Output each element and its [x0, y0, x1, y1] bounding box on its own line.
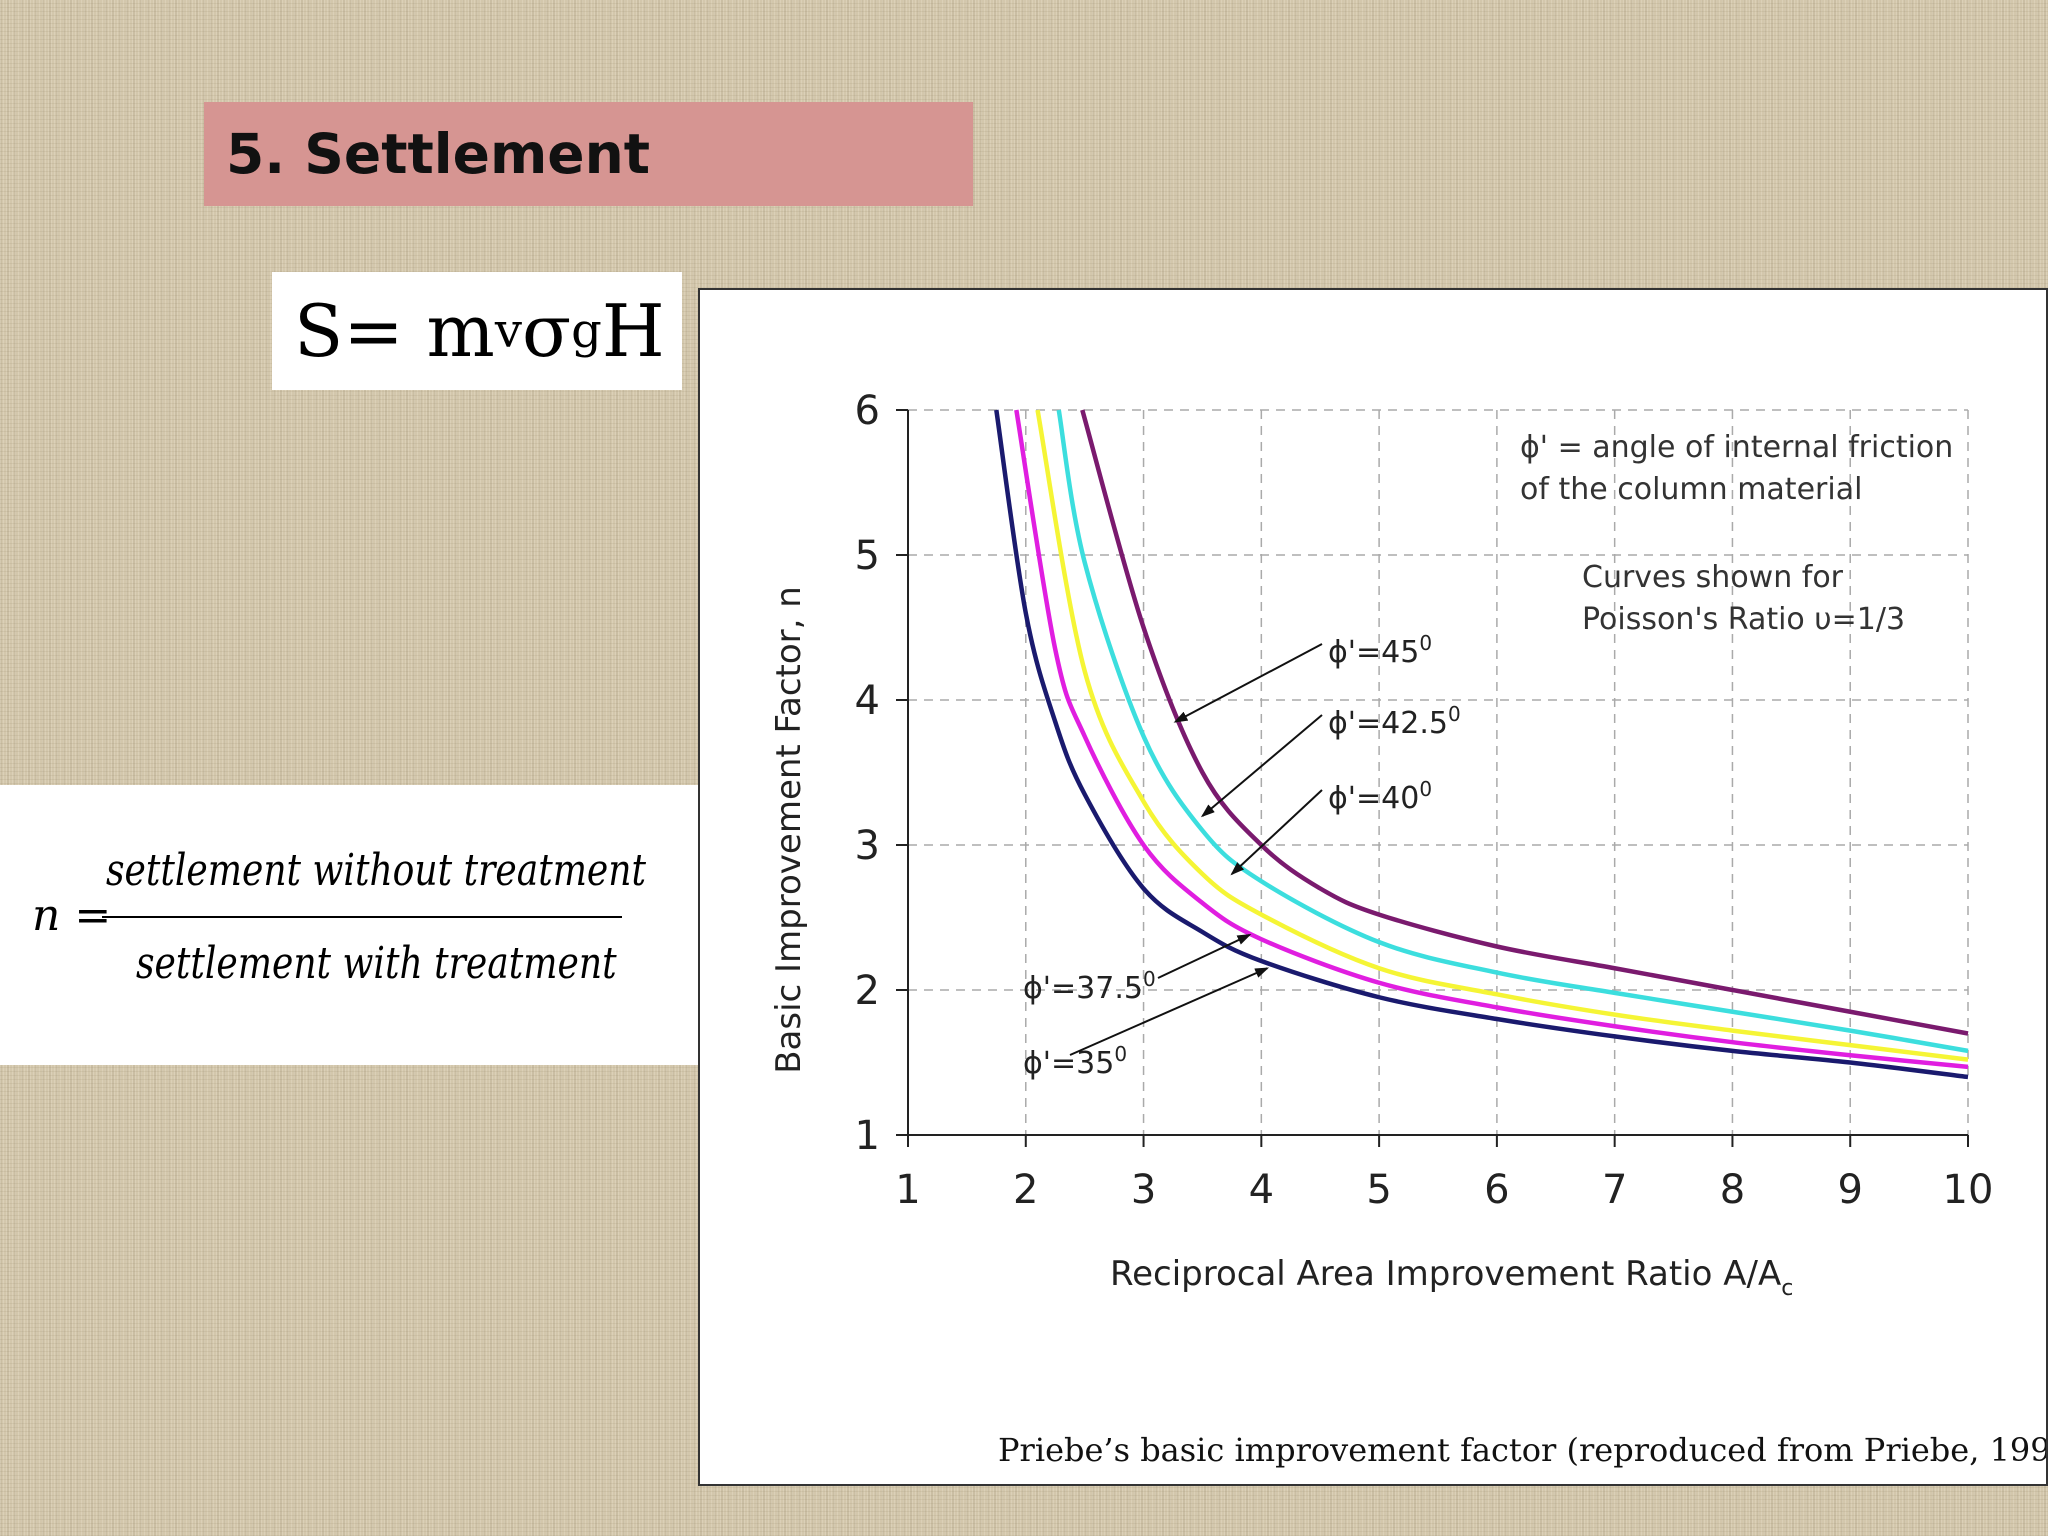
series-line-2: [1035, 409, 1969, 1062]
slide-title-bar: 5. Settlement: [204, 102, 973, 206]
ratio-numerator: settlement without treatment: [106, 845, 647, 896]
chart-caption: Priebe’s basic improvement factor (repro…: [998, 1431, 2046, 1469]
ratio-denominator: settlement with treatment: [136, 938, 617, 989]
series-line-3: [1056, 409, 1969, 1054]
x-axis-title: Reciprocal Area Improvement Ratio A/Ac: [1110, 1254, 1793, 1301]
chart-panel: 1 2 3 4 5 6 7 8 9 10 1 2 3 4 5 6 ϕ'=350 ϕ'=37.50 ϕ'=400 ϕ'…: [698, 288, 2048, 1486]
poisson-note: Curves shown for Poisson's Ratio υ=1/3: [1582, 560, 1905, 637]
curve-label-1: ϕ'=37.50: [1023, 967, 1156, 1006]
curve-label-2: ϕ'=400: [1328, 777, 1432, 816]
formula-s: S= m: [294, 289, 495, 373]
y-tick-label: 5: [855, 533, 880, 579]
x-tick-label: 6: [1484, 1167, 1509, 1213]
curve-arrow-2: [1230, 789, 1323, 876]
x-tick-label: 1: [895, 1167, 920, 1213]
curve-arrow-1: [1157, 933, 1252, 979]
curve-arrow-4: [1173, 643, 1323, 723]
y-tick-label: 1: [855, 1113, 880, 1159]
x-tick-label: 3: [1131, 1167, 1156, 1213]
formula-h: H: [601, 289, 665, 373]
x-tick-label: 4: [1249, 1167, 1274, 1213]
curve-arrow-0: [1069, 967, 1270, 1056]
x-tick-label: 9: [1837, 1167, 1862, 1213]
x-tick-label: 10: [1943, 1167, 1994, 1213]
x-tick-label: 8: [1720, 1167, 1745, 1213]
fraction-bar: [102, 916, 622, 918]
x-tick-label: 2: [1013, 1167, 1038, 1213]
y-tick-label: 4: [855, 678, 880, 724]
y-tick-label: 6: [855, 388, 880, 434]
curve-arrow-3: [1200, 714, 1323, 818]
series-line-0: [994, 409, 1969, 1080]
y-tick-label: 3: [855, 823, 880, 869]
friction-note: ϕ' = angle of internal friction of the c…: [1520, 430, 1963, 507]
formula-sigma: σ: [521, 289, 572, 373]
improvement-ratio-box: [0, 785, 700, 1065]
formula-sub-v: v: [494, 303, 522, 359]
x-tick-label: 5: [1366, 1167, 1391, 1213]
formula-sub-g: g: [571, 303, 602, 359]
series-line-1: [1014, 409, 1969, 1070]
ratio-lhs: n =: [32, 890, 112, 941]
series-line-4: [1080, 409, 1969, 1036]
curve-label-4: ϕ'=450: [1328, 631, 1432, 670]
slide-title: 5. Settlement: [226, 122, 651, 186]
curve-label-0: ϕ'=350: [1023, 1042, 1127, 1081]
y-tick-label: 2: [855, 968, 880, 1014]
improvement-factor-chart: 1 2 3 4 5 6 7 8 9 10 1 2 3 4 5 6 ϕ'=350 ϕ'=37.50 ϕ'=400 ϕ'…: [769, 388, 2046, 1469]
x-tick-label: 7: [1602, 1167, 1627, 1213]
y-axis-title: Basic Improvement Factor, n: [769, 586, 809, 1074]
curve-label-3: ϕ'=42.50: [1328, 702, 1461, 741]
